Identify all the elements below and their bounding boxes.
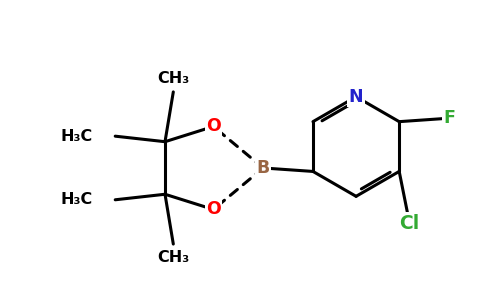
Text: H₃C: H₃C — [61, 129, 93, 144]
Text: H₃C: H₃C — [61, 192, 93, 207]
Text: N: N — [349, 88, 363, 106]
Text: B: B — [257, 159, 270, 177]
Text: O: O — [206, 118, 221, 136]
Text: CH₃: CH₃ — [157, 250, 189, 266]
Text: CH₃: CH₃ — [157, 70, 189, 86]
Text: F: F — [443, 109, 455, 127]
Text: O: O — [206, 200, 221, 218]
Text: Cl: Cl — [399, 214, 420, 233]
